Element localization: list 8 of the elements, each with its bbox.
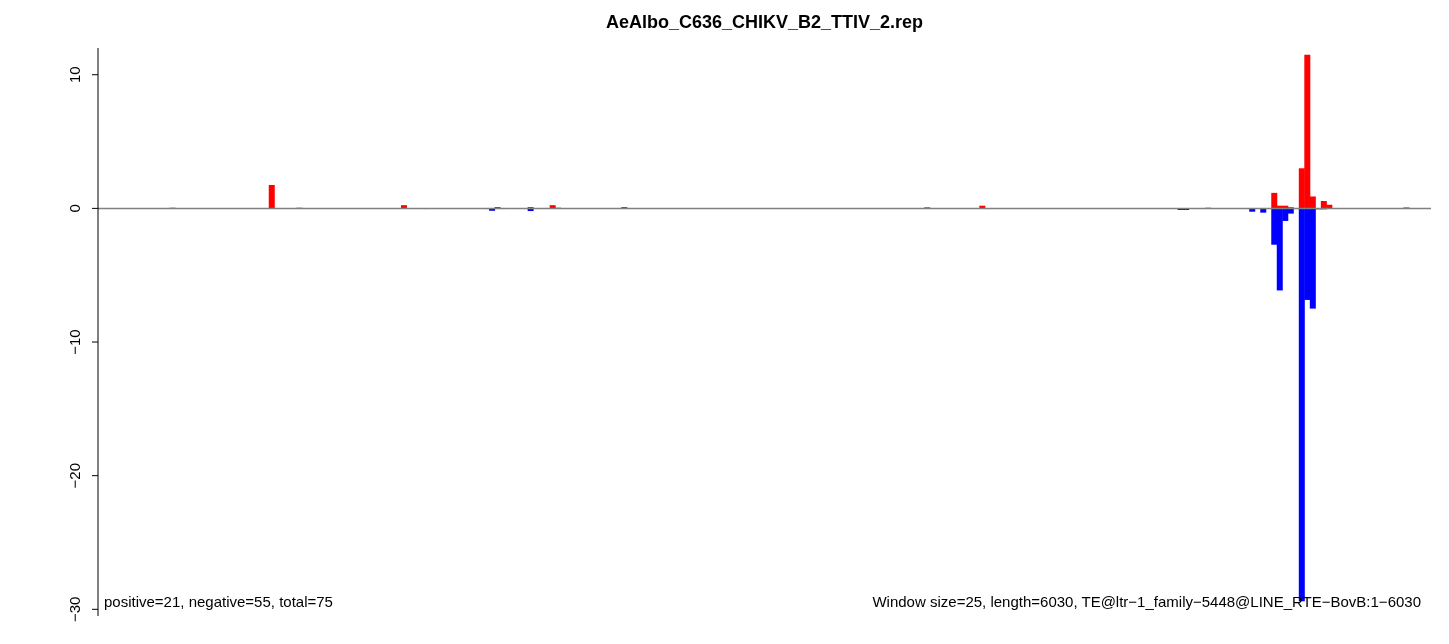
y-tick-label: −10 (66, 329, 83, 355)
y-tick-label: 0 (66, 204, 83, 213)
y-tick-label: −20 (66, 462, 83, 489)
annotation-note: Window size=25, length=6030, TE@ltr−1_family−5448@LINE_RTE−BovB:1−6030 (872, 593, 1421, 610)
chart-title: AeAlbo_C636_CHIKV_B2_TTIV_2.rep (604, 12, 925, 33)
y-tick-label: 10 (66, 66, 83, 84)
annotation-note: positive=21, negative=55, total=75 (104, 593, 333, 610)
y-tick-label: −30 (66, 596, 83, 623)
